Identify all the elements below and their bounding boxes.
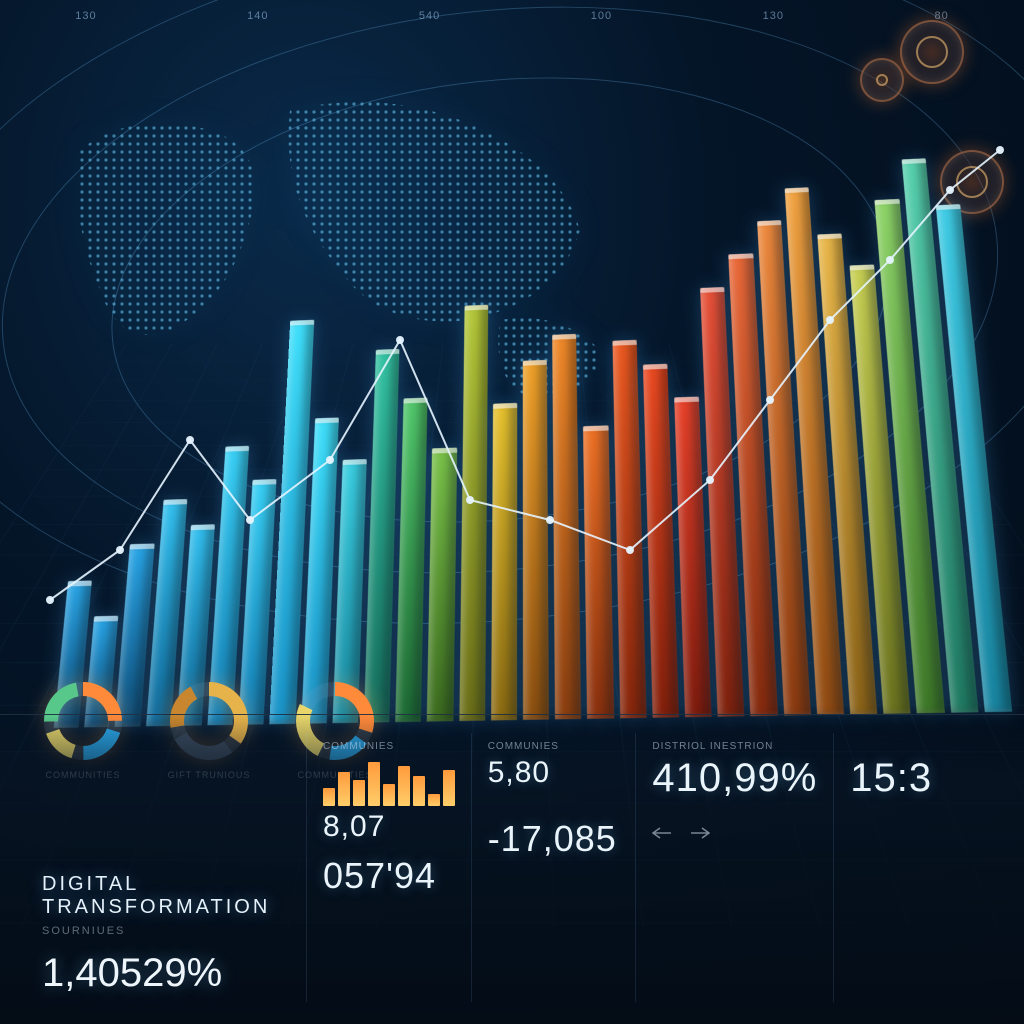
hud-gauge-icon — [860, 58, 904, 102]
scale-tick: 540 — [419, 10, 440, 22]
chart-bar — [427, 448, 457, 722]
kpi-cell: COMMUNIES 8,07 — [306, 733, 471, 843]
chart-bar — [491, 403, 517, 721]
chart-bar — [395, 398, 427, 723]
dashboard-title: DIGITAL TRANSFORMATION — [42, 873, 290, 919]
kpi-label — [850, 741, 982, 752]
scale-tick: 130 — [75, 10, 96, 22]
kpi-cell — [471, 843, 636, 1002]
mini-bar — [368, 762, 380, 806]
arrow-left-icon — [652, 827, 672, 839]
top-scale-ticks: 13014054010013080 — [0, 10, 1024, 22]
main-bar-chart — [44, 149, 1022, 728]
kpi-label: COMMUNIES — [323, 741, 455, 752]
chart-bar — [583, 425, 613, 718]
chart-bar — [459, 305, 488, 721]
kpi-cell — [635, 843, 833, 1002]
kpi-panel: DIGITAL TRANSFORMATION SOURNIUES 1,40529… — [0, 714, 1024, 1024]
mini-bar — [428, 794, 440, 806]
kpi-cell — [833, 843, 998, 1002]
kpi-cell: COMMUNIES 5,80 -17,085 — [471, 733, 636, 843]
kpi-value: 8,07 — [323, 810, 455, 844]
arrow-right-icon — [690, 827, 710, 839]
kpi-value: 5,80 — [488, 756, 620, 790]
kpi-value: 057'94 — [323, 855, 455, 897]
mini-bar — [413, 776, 425, 806]
mini-bar — [383, 784, 395, 806]
scale-tick: 140 — [247, 10, 268, 22]
mini-bar — [353, 780, 365, 806]
scale-tick: 100 — [591, 10, 612, 22]
mini-bar — [323, 788, 335, 806]
primary-metric: 1,40529% — [42, 951, 290, 996]
mini-bar — [338, 772, 350, 806]
kpi-label: DISTRIOL INESTRION — [652, 741, 817, 752]
chart-bar — [364, 349, 400, 723]
kpi-cell: 057'94 — [306, 843, 471, 1002]
mini-bar-chart — [323, 758, 455, 806]
hud-gauge-icon — [900, 20, 964, 84]
mini-bar — [443, 770, 455, 806]
chart-bar — [643, 364, 679, 718]
kpi-cell: 15:3 — [833, 733, 998, 843]
kpi-value: 410,99% — [652, 756, 817, 801]
scale-tick: 130 — [763, 10, 784, 22]
chart-bar — [612, 340, 646, 718]
chart-bar — [523, 360, 549, 720]
mini-bar — [398, 766, 410, 806]
kpi-cell: DISTRIOL INESTRION 410,99% — [635, 733, 833, 843]
kpi-label: COMMUNIES — [488, 741, 620, 752]
dashboard-subtitle: SOURNIUES — [42, 925, 290, 937]
chart-bar — [552, 334, 581, 720]
kpi-value: 15:3 — [850, 756, 982, 801]
title-cell: DIGITAL TRANSFORMATION SOURNIUES 1,40529… — [26, 733, 306, 1002]
